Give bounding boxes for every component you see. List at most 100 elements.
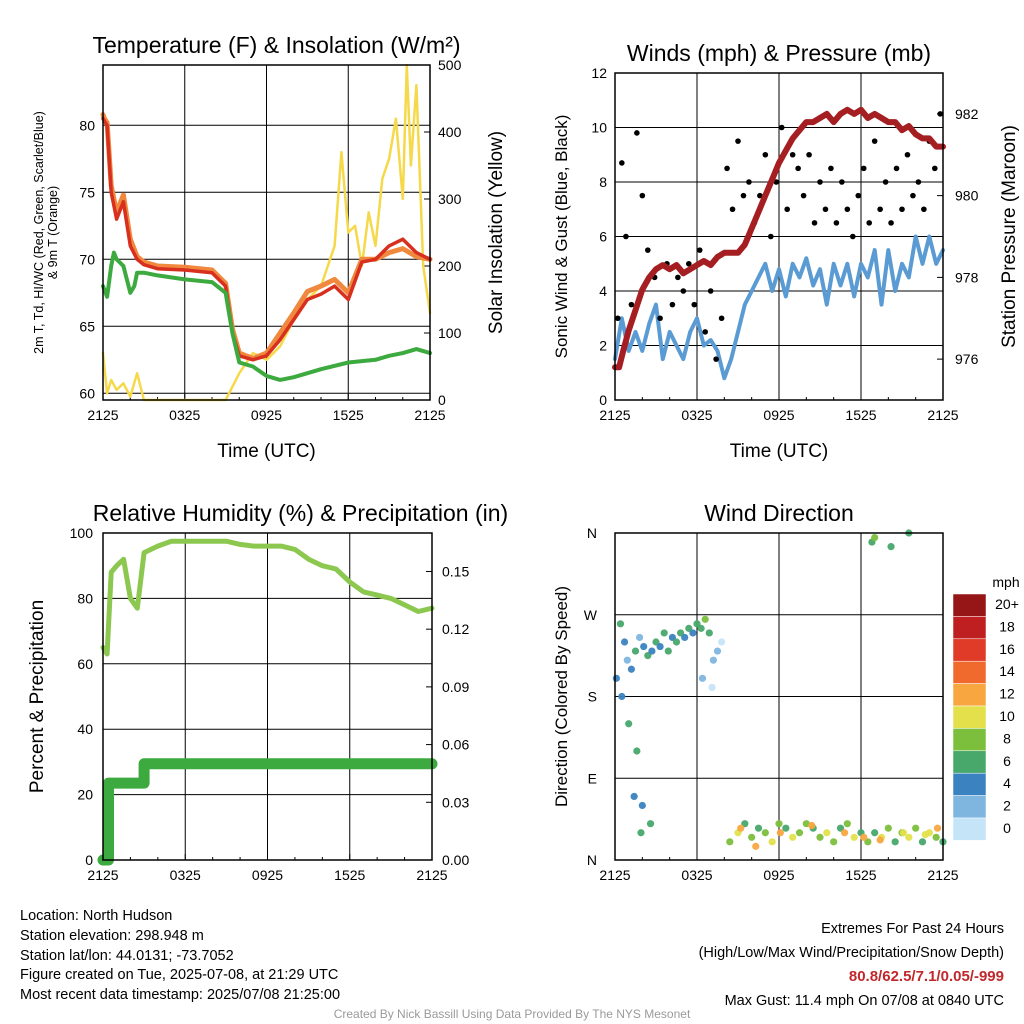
- y-tick-label: 65: [79, 318, 95, 334]
- gust-point: [634, 130, 640, 136]
- direction-point: [802, 820, 810, 828]
- direction-point: [713, 647, 722, 655]
- direction-point: [789, 833, 797, 841]
- plot-frame: [102, 64, 431, 401]
- extremes-title: Extremes For Past 24 Hours: [821, 921, 1004, 937]
- legend-label: 10: [999, 708, 1015, 724]
- legend-swatch: [952, 593, 987, 617]
- x-tick-label: 2125: [87, 867, 118, 883]
- extremes-values: 80.8/62.5/7.1/0.05/-999: [848, 968, 1004, 985]
- legend-label: 4: [1003, 775, 1011, 791]
- direction-point: [782, 824, 790, 832]
- gust-point: [639, 192, 646, 199]
- direction-point: [841, 829, 849, 837]
- direction-point: [737, 824, 745, 832]
- direction-point: [618, 692, 626, 701]
- x-tick-label: 0325: [169, 407, 200, 423]
- direction-point: [912, 824, 920, 832]
- y2-tick-label: 500: [438, 57, 462, 73]
- direction-point: [637, 829, 645, 837]
- gust-point: [762, 151, 769, 158]
- x-tick-label: 0925: [251, 407, 282, 423]
- y2-tick-label: 976: [955, 351, 979, 367]
- y2-tick-label: 200: [438, 258, 462, 274]
- x-tick-label: 0325: [681, 407, 712, 423]
- x-tick-label: 1525: [334, 867, 365, 883]
- direction-point: [905, 833, 913, 841]
- gust-point: [877, 206, 883, 213]
- y2-tick-label: 0.06: [442, 737, 469, 753]
- legend-swatch: [952, 705, 987, 729]
- gust-point: [795, 165, 801, 172]
- location-text: Location: North Hudson: [20, 908, 173, 924]
- y-tick-label: 60: [77, 656, 93, 672]
- gust-point: [784, 206, 790, 213]
- credit-text: Created By Nick Bassill Using Data Provi…: [333, 1007, 691, 1021]
- gust-point: [713, 356, 719, 362]
- direction-point: [921, 830, 929, 839]
- gust-point: [828, 165, 834, 172]
- gust-point: [691, 301, 698, 308]
- legend-swatch: [952, 638, 987, 662]
- x-tick-label: 2125: [416, 867, 447, 883]
- direction-point: [775, 820, 783, 828]
- direction-point: [752, 842, 760, 850]
- direction-point: [871, 533, 879, 542]
- y2-tick-label: 0.12: [442, 621, 469, 637]
- legend-label: 20+: [995, 596, 1019, 612]
- direction-point: [640, 642, 648, 651]
- direction-point: [754, 824, 763, 832]
- direction-point: [884, 824, 892, 832]
- y2-tick-label: 982: [955, 106, 979, 122]
- x-tick-label: 2125: [599, 867, 630, 883]
- plot-frame: [614, 532, 944, 861]
- legend-swatch: [952, 728, 987, 752]
- gust-point: [915, 179, 922, 185]
- gust-point: [850, 233, 856, 240]
- direction-point: [808, 821, 816, 830]
- y-axis-label: Direction (Colored By Speed): [552, 586, 571, 807]
- station-info: Location: North Hudson Station elevation…: [20, 907, 340, 1006]
- y2-tick-label: 0.03: [442, 794, 469, 810]
- gust-point: [937, 111, 944, 117]
- direction-point: [768, 838, 776, 846]
- x-tick-label: 2125: [927, 407, 958, 423]
- y-tick-label: 40: [77, 721, 93, 737]
- gust-point: [855, 192, 862, 199]
- chart-panel-2: Winds (mph) & Pressure (mb) 2125 0325 0925 1…: [552, 40, 1020, 462]
- y-tick-label: 2: [599, 338, 607, 354]
- speed-legend: mph 20+ 18 16 14 12 10 8 6 4 2 0: [952, 574, 1020, 841]
- gust-point: [657, 315, 663, 322]
- gust-point: [696, 247, 703, 253]
- direction-point: [795, 829, 804, 837]
- direction-point: [631, 647, 640, 655]
- gust-point: [817, 179, 823, 185]
- y2-tick-label: 400: [438, 124, 462, 140]
- direction-point: [664, 647, 672, 655]
- gust-point: [822, 206, 829, 213]
- gust-point: [702, 329, 708, 335]
- gust-point: [888, 220, 894, 226]
- y-axis-label: Sonic Wind & Gust (Blue, Black): [552, 115, 571, 359]
- legend-title: mph: [992, 574, 1019, 590]
- direction-point: [830, 838, 838, 846]
- latlon-text: Station lat/lon: 44.0131; -73.7052: [20, 947, 234, 964]
- chart-title: Wind Direction: [704, 500, 854, 526]
- direction-point: [660, 629, 668, 637]
- gust-point: [904, 151, 911, 158]
- direction-point: [697, 624, 705, 632]
- x-tick-label: 2125: [599, 407, 630, 423]
- y2-tick-label: 0: [438, 392, 446, 408]
- y2-tick-label: 0.15: [442, 563, 469, 579]
- legend-swatch: [952, 660, 987, 684]
- x-tick-label: 2125: [927, 867, 958, 883]
- max-gust-text: Max Gust: 11.4 mph On 07/08 at 0840 UTC: [724, 993, 1004, 1009]
- direction-point: [701, 615, 709, 623]
- gust-point: [789, 151, 796, 158]
- gust-point: [623, 233, 629, 240]
- y2-axis-label: Station Pressure (Maroon): [999, 125, 1020, 348]
- direction-point: [708, 683, 716, 692]
- y-tick-label: N: [587, 852, 597, 868]
